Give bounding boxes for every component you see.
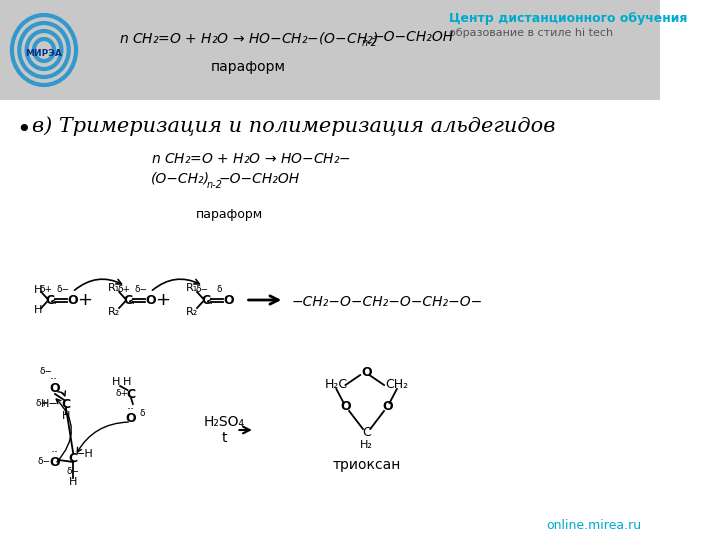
- Text: δ−: δ−: [67, 468, 80, 476]
- Text: C: C: [202, 294, 211, 307]
- Text: δ: δ: [139, 409, 145, 418]
- Text: δ+: δ+: [36, 400, 49, 408]
- Text: C: C: [124, 294, 133, 307]
- Text: −H: −H: [76, 449, 93, 459]
- Text: −O−CH₂OH: −O−CH₂OH: [372, 30, 453, 44]
- Text: ··: ··: [49, 374, 57, 387]
- Text: H: H: [112, 377, 120, 387]
- Text: R₂: R₂: [107, 307, 120, 317]
- Text: Центр дистанционного обучения: Центр дистанционного обучения: [449, 12, 688, 25]
- Text: триоксан: триоксан: [333, 458, 401, 472]
- Text: O: O: [382, 401, 393, 414]
- Bar: [0, 100, 660, 540]
- Text: R₁: R₁: [107, 283, 120, 293]
- FancyArrowPatch shape: [153, 279, 199, 290]
- Text: n-2: n-2: [206, 180, 222, 190]
- Text: H₂C: H₂C: [325, 379, 348, 392]
- Text: H: H: [69, 477, 78, 487]
- Text: −CH₂−O−CH₂−O−CH₂−O−: −CH₂−O−CH₂−O−CH₂−O−: [292, 295, 482, 309]
- Text: δ−: δ−: [195, 286, 208, 294]
- Text: CH₂: CH₂: [385, 379, 408, 392]
- Text: H: H: [62, 411, 70, 421]
- Text: O: O: [341, 401, 351, 414]
- Text: в) Тримеризация и полимеризация альдегидов: в) Тримеризация и полимеризация альдегид…: [32, 116, 555, 136]
- Bar: [0, 0, 660, 100]
- Text: C: C: [127, 388, 135, 401]
- Text: δ−: δ−: [57, 286, 70, 294]
- FancyArrowPatch shape: [75, 279, 122, 290]
- Text: ··: ··: [51, 447, 59, 460]
- Text: H₂: H₂: [360, 440, 373, 450]
- FancyArrowPatch shape: [207, 299, 212, 303]
- Text: H₂SO₄: H₂SO₄: [204, 415, 245, 429]
- Text: H: H: [123, 377, 132, 387]
- Text: n-2: n-2: [362, 38, 378, 48]
- Text: H: H: [33, 285, 42, 295]
- Text: МИРЭА: МИРЭА: [25, 49, 63, 57]
- Text: δ+: δ+: [115, 389, 128, 399]
- Text: •: •: [17, 118, 31, 142]
- Text: δ: δ: [216, 286, 222, 294]
- Text: $n$ CH₂=O + H₂O → HO−CH₂−(O−CH₂): $n$ CH₂=O + H₂O → HO−CH₂−(O−CH₂): [119, 30, 378, 46]
- FancyArrowPatch shape: [130, 299, 133, 303]
- Text: δ−: δ−: [37, 456, 50, 465]
- FancyArrowPatch shape: [58, 391, 66, 396]
- Text: δ+: δ+: [117, 286, 130, 294]
- Text: параформ: параформ: [211, 60, 286, 74]
- Text: C: C: [362, 427, 371, 440]
- FancyArrowPatch shape: [56, 399, 71, 462]
- Text: O: O: [50, 381, 60, 395]
- Text: O: O: [361, 367, 372, 380]
- Text: параформ: параформ: [196, 208, 263, 221]
- Text: O: O: [145, 294, 156, 307]
- Text: H−: H−: [40, 399, 58, 409]
- Text: R₂: R₂: [186, 307, 198, 317]
- Text: $n$ CH₂=O + H₂O → HO−CH₂−: $n$ CH₂=O + H₂O → HO−CH₂−: [151, 152, 351, 166]
- Text: δ+: δ+: [40, 286, 53, 294]
- Text: образование в стиле hi tech: образование в стиле hi tech: [449, 28, 613, 38]
- Text: online.mirea.ru: online.mirea.ru: [546, 519, 642, 532]
- Text: δ−: δ−: [135, 286, 148, 294]
- Text: +: +: [77, 291, 92, 309]
- FancyArrowPatch shape: [77, 422, 128, 452]
- Text: O: O: [50, 456, 60, 469]
- Text: −O−CH₂OH: −O−CH₂OH: [218, 172, 300, 186]
- Text: R₁: R₁: [186, 283, 198, 293]
- Text: O: O: [223, 294, 233, 307]
- Text: C: C: [61, 397, 71, 410]
- Text: C: C: [46, 294, 55, 307]
- Text: H: H: [33, 305, 42, 315]
- Text: t: t: [222, 431, 228, 445]
- Text: (O−CH₂): (O−CH₂): [151, 172, 210, 186]
- Text: δ−: δ−: [40, 368, 53, 376]
- FancyArrowPatch shape: [52, 299, 55, 303]
- Text: ··: ··: [127, 403, 135, 416]
- Text: O: O: [126, 411, 136, 424]
- Text: C: C: [68, 451, 78, 464]
- Text: +: +: [155, 291, 170, 309]
- Text: O: O: [67, 294, 78, 307]
